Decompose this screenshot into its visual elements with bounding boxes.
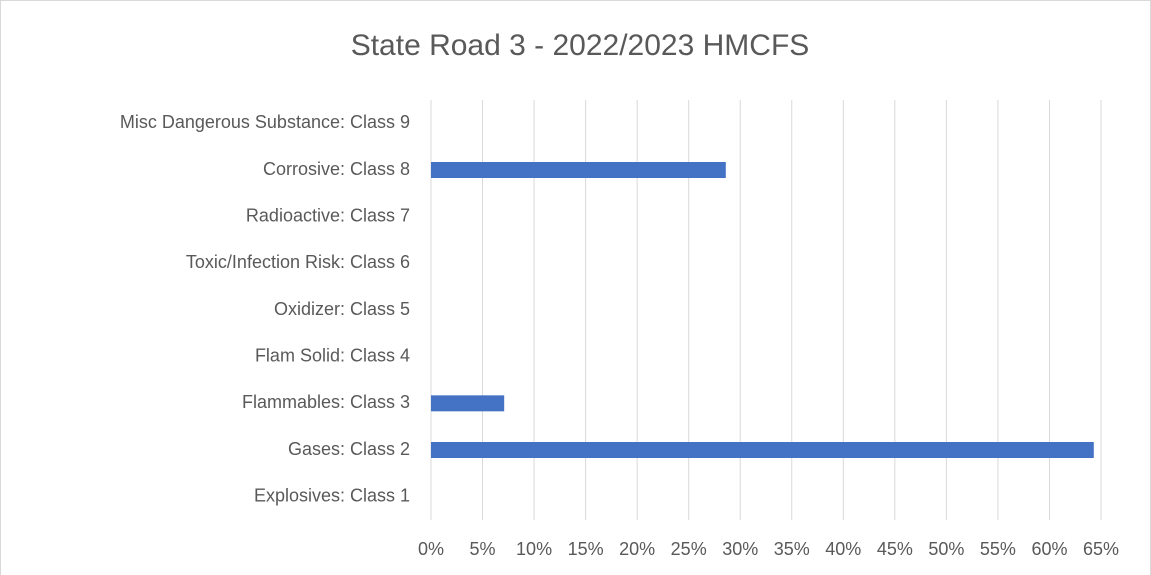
x-tick-label: 45% [877,539,913,559]
x-tick-label: 40% [825,539,861,559]
x-tick-label: 10% [516,539,552,559]
y-tick-label: Flammables: Class 3 [242,392,410,412]
x-tick-label: 5% [470,539,496,559]
x-tick-label: 25% [671,539,707,559]
y-tick-label: Corrosive: Class 8 [263,159,410,179]
x-tick-label: 30% [722,539,758,559]
x-tick-label: 0% [418,539,444,559]
y-tick-label: Flam Solid: Class 4 [255,345,410,365]
x-tick-label: 35% [774,539,810,559]
x-tick-label: 20% [619,539,655,559]
bar [431,162,726,178]
bar [431,442,1094,458]
y-tick-label: Radioactive: Class 7 [246,205,410,225]
x-tick-label: 15% [568,539,604,559]
x-tick-label: 65% [1083,539,1119,559]
y-tick-label: Explosives: Class 1 [254,485,410,505]
bar [431,395,505,412]
x-tick-label: 55% [980,539,1016,559]
y-tick-label: Gases: Class 2 [288,439,410,459]
y-tick-label: Oxidizer: Class 5 [274,299,410,319]
x-tick-label: 60% [1031,539,1067,559]
y-tick-label: Toxic/Infection Risk: Class 6 [186,252,410,272]
y-tick-label: Misc Dangerous Substance: Class 9 [120,112,410,132]
x-tick-label: 50% [928,539,964,559]
chart-title: State Road 3 - 2022/2023 HMCFS [351,29,810,62]
